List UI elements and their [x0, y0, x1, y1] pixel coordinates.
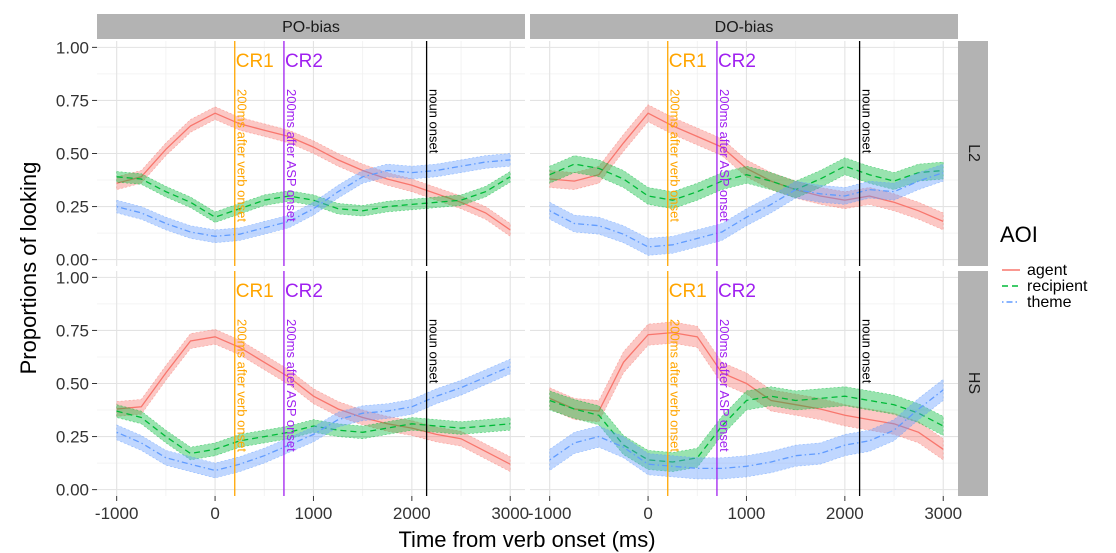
- y-tick-label: 0.25: [56, 198, 89, 217]
- gridlines: [97, 41, 525, 266]
- legend-label-theme: theme: [1027, 294, 1072, 311]
- line-agent: [116, 112, 511, 231]
- y-axis-title: Proportions of looking: [16, 162, 41, 375]
- y-axis-ticks-top: 0.00 0.25 0.50 0.75 1.00: [56, 38, 97, 270]
- band-recipient: [549, 386, 944, 472]
- ref-note-1: 200ms after ASP onset: [717, 319, 732, 452]
- ref-label-cr1: CR1: [236, 51, 274, 72]
- band-recipient: [116, 170, 511, 223]
- ref-note-2: noun onset: [427, 89, 442, 154]
- gridlines: [530, 271, 958, 496]
- ref-note-1: 200ms after ASP onset: [284, 319, 299, 452]
- series-group: [116, 329, 511, 479]
- x-tick-label: 2000: [826, 504, 864, 523]
- panel-do-bias-l2: CR1 200ms after verb onset CR2 200ms after …: [530, 41, 958, 266]
- ref-note-2: noun onset: [860, 89, 875, 154]
- strip-label-l2: L2: [965, 144, 982, 162]
- ref-label-cr2: CR2: [718, 281, 756, 302]
- gridlines: [97, 271, 525, 496]
- ref-note-1: 200ms after ASP onset: [717, 89, 732, 222]
- line-recipient: [116, 410, 511, 455]
- strip-label-po-bias: PO-bias: [282, 19, 340, 36]
- x-tick-label: -1000: [528, 504, 571, 523]
- ref-label-cr2: CR2: [285, 281, 323, 302]
- panel-po-bias-hs: CR1 200ms after verb onset CR2 200ms after …: [97, 271, 525, 496]
- line-agent: [116, 336, 511, 465]
- ref-label-cr2: CR2: [718, 51, 756, 72]
- band-agent: [116, 106, 511, 237]
- strip-l2: [958, 41, 988, 266]
- panel-po-bias-l2: CR1 200ms after verb onset CR2 200ms after …: [97, 41, 525, 266]
- x-axis-ticks-left: -1000 0 1000 2000 3000: [95, 496, 529, 523]
- band-theme: [116, 358, 511, 479]
- ref-label-cr2: CR2: [285, 51, 323, 72]
- ref-note-2: noun onset: [427, 319, 442, 384]
- x-tick-label: -1000: [95, 504, 138, 523]
- x-tick-label: 3000: [491, 504, 529, 523]
- strip-label-do-bias: DO-bias: [715, 19, 774, 36]
- line-recipient: [549, 395, 944, 463]
- band-theme: [549, 163, 944, 256]
- x-axis-title: Time from verb onset (ms): [398, 527, 655, 552]
- line-agent: [549, 112, 944, 222]
- ref-label-cr1: CR1: [669, 51, 707, 72]
- y-tick-label: 0.50: [56, 145, 89, 164]
- y-tick-label: 0.00: [56, 251, 89, 270]
- line-recipient: [549, 163, 944, 201]
- ref-label-cr1: CR1: [236, 281, 274, 302]
- strip-hs: [958, 271, 988, 496]
- ref-note-0: 200ms after verb onset: [235, 89, 250, 222]
- ref-note-2: noun onset: [860, 319, 875, 384]
- strip-label-hs: HS: [965, 372, 982, 394]
- ref-note-1: 200ms after ASP onset: [284, 89, 299, 222]
- y-tick-label: 0.25: [56, 428, 89, 447]
- strip-do-bias: [530, 14, 958, 39]
- ref-note-0: 200ms after verb onset: [668, 319, 683, 452]
- band-recipient: [549, 155, 944, 210]
- line-theme: [549, 389, 944, 470]
- panel-do-bias-hs: CR1 200ms after verb onset CR2 200ms after …: [530, 271, 958, 496]
- x-tick-label: 2000: [393, 504, 431, 523]
- y-axis-ticks-bottom: 0.00 0.25 0.50 0.75 1.00: [56, 268, 97, 500]
- band-theme: [116, 153, 511, 244]
- x-tick-label: 0: [210, 504, 219, 523]
- legend-title: AOI: [1000, 222, 1038, 247]
- y-tick-label: 0.50: [56, 375, 89, 394]
- strip-po-bias: [97, 14, 525, 39]
- band-agent: [549, 104, 944, 231]
- series-group: [116, 106, 511, 244]
- y-tick-label: 0.75: [56, 91, 89, 110]
- y-tick-label: 0.75: [56, 321, 89, 340]
- line-theme: [549, 171, 944, 248]
- legend-label-agent: agent: [1027, 262, 1068, 279]
- y-tick-label: 1.00: [56, 268, 89, 287]
- ref-note-0: 200ms after verb onset: [668, 89, 683, 222]
- x-tick-label: 1000: [728, 504, 766, 523]
- band-agent: [116, 329, 511, 473]
- x-tick-label: 1000: [295, 504, 333, 523]
- ref-label-cr1: CR1: [669, 281, 707, 302]
- x-axis-ticks-right: -1000 0 1000 2000 3000: [528, 496, 962, 523]
- line-recipient: [116, 176, 511, 218]
- legend-label-recipient: recipient: [1027, 278, 1088, 295]
- x-tick-label: 0: [643, 504, 652, 523]
- band-theme: [549, 378, 944, 480]
- ref-note-0: 200ms after verb onset: [235, 319, 250, 452]
- x-tick-label: 3000: [924, 504, 962, 523]
- series-group: [549, 104, 944, 256]
- series-group: [549, 321, 944, 480]
- y-tick-label: 1.00: [56, 38, 89, 57]
- y-tick-label: 0.00: [56, 481, 89, 500]
- line-agent: [549, 331, 944, 450]
- band-recipient: [116, 404, 511, 461]
- plot-layer: CR1 200ms after verb onset CR2 200ms after …: [97, 41, 958, 496]
- line-theme: [116, 365, 511, 472]
